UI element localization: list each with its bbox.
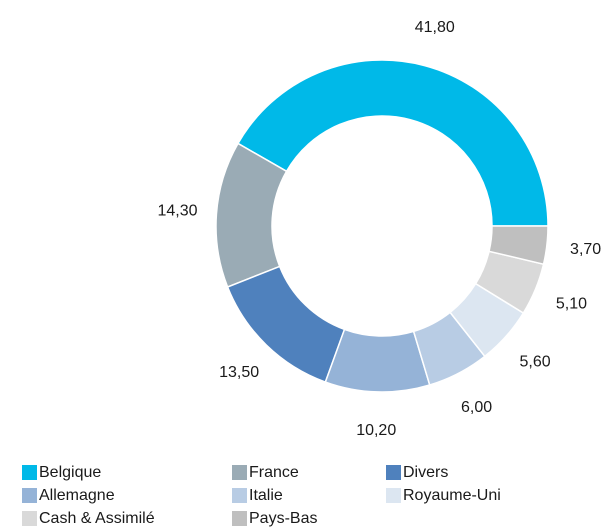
legend-swatch (22, 488, 37, 503)
legend-swatch (232, 511, 247, 526)
legend-label: Belgique (39, 464, 101, 481)
legend-swatch (22, 511, 37, 526)
donut-segment (236, 59, 549, 227)
data-label: 14,30 (158, 202, 198, 219)
legend-swatch (232, 465, 247, 480)
data-label: 5,60 (520, 354, 551, 371)
legend-label: Divers (403, 464, 448, 481)
donut-segment (488, 225, 549, 266)
legend-swatch (386, 488, 401, 503)
legend-label: Royaume-Uni (403, 487, 501, 504)
data-label: 10,20 (356, 422, 396, 439)
data-label: 6,00 (461, 399, 492, 416)
legend-swatch (386, 465, 401, 480)
legend-swatch (22, 465, 37, 480)
legend-label: Allemagne (39, 487, 115, 504)
data-label: 3,70 (570, 241, 601, 258)
donut-segment (324, 328, 431, 393)
legend-label: Italie (249, 487, 283, 504)
legend-label: Pays-Bas (249, 510, 317, 527)
legend-label: Cash & Assimilé (39, 510, 155, 527)
legend-swatch (232, 488, 247, 503)
donut-segment (215, 142, 288, 288)
data-label: 13,50 (219, 364, 259, 381)
data-label: 41,80 (415, 19, 455, 36)
data-label: 5,10 (556, 296, 587, 313)
legend-label: France (249, 464, 299, 481)
